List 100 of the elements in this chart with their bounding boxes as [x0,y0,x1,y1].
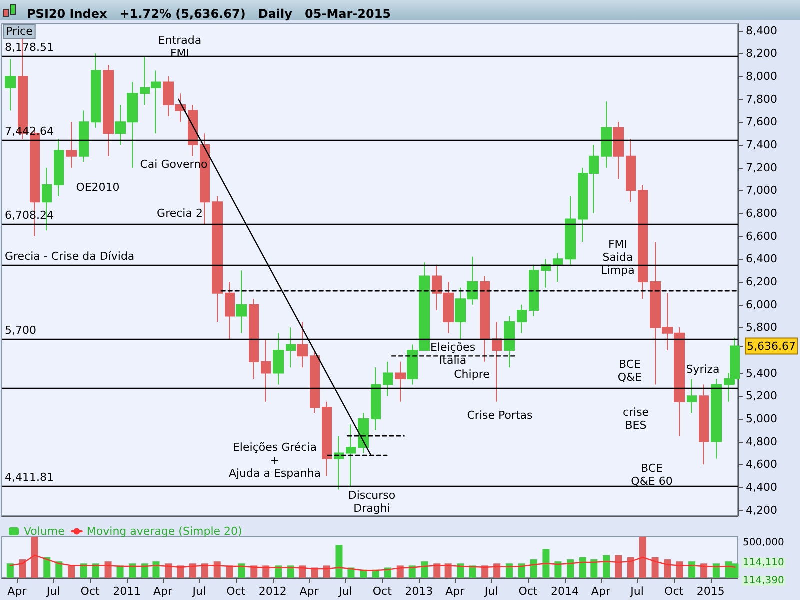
bar [567,560,574,578]
annotation: BCE Q&E [618,358,642,384]
candlestick [286,327,296,368]
x-tick-label: Oct [664,585,684,598]
bar [457,564,464,578]
y-tick-label: 5,636.67 [747,340,796,353]
bar [603,555,610,578]
candlestick [480,276,490,362]
bar [189,564,196,578]
y-tick-label: 8,000 [746,70,778,84]
y-tick-label: 6,600 [746,230,778,243]
bar [116,566,124,578]
bar [201,564,208,578]
candlestick [638,184,648,300]
annotation: Eleições Grécia + Ajuda a Espanha [228,441,322,480]
text: 114,110 [743,558,784,568]
bar [700,564,708,578]
candlestick [626,138,636,203]
candlestick [91,53,101,128]
candlestick [383,361,393,397]
x-tick-label: 2014 [550,585,579,598]
x-tick-label: Apr [154,585,174,598]
y-tick-label: 5,400 [746,366,778,380]
y-tick-label: 5,800 [746,321,778,334]
ref-line-label: Grecia - Crise da Dívida [5,250,135,263]
bar [615,555,622,578]
bar [336,545,343,578]
x-tick-label: 2011 [113,585,142,598]
bar [238,564,246,578]
y-tick-label: 7,000 [746,184,778,198]
candlestick [517,304,527,334]
x-tick-label: Oct [226,585,246,598]
legend-label: Volume [24,525,66,538]
x-tick-label: 2015 [696,585,725,598]
y-tick-label: 8,200 [746,47,778,60]
bar [554,562,562,578]
y-tick-label: 4,800 [746,435,778,448]
candlestick [297,321,308,368]
candlestick [613,122,624,180]
annotation: FMI Saida Limpa [601,238,635,277]
bar [323,566,330,578]
candlestick [249,298,259,380]
bar [579,558,586,578]
annotation: Chipre [454,368,490,381]
bar [250,566,258,578]
bar [298,566,306,578]
annotation: Discurso Draghi [348,489,396,515]
bar [590,560,598,578]
bar [712,564,720,578]
bar [56,562,63,578]
candlestick [322,401,332,477]
x-tick-label: Jul [338,585,352,598]
y-tick-label: 7,800 [746,92,778,106]
bar [469,566,476,578]
annotation: Crise Portas [467,409,534,422]
candlestick [346,424,356,488]
candlestick [601,101,612,168]
bar [104,562,112,578]
bar [652,558,659,578]
y-tick-label: 6,200 [746,275,778,288]
x-tick-label: 2013 [405,585,434,598]
annotation: OE2010 [76,181,120,194]
y-tick-label: 6,400 [746,252,778,266]
candlestick [529,264,539,317]
text: 500,000 [743,538,784,548]
candlestick [188,104,198,157]
candlestick [103,64,114,157]
candlestick [334,436,344,490]
annotation: BCE Q&E 60 [631,462,673,488]
bar [129,564,136,578]
bar [676,562,684,578]
ref-line-label: 5,700 [5,324,36,338]
bar [142,564,149,578]
bar [226,566,234,578]
candlestick [310,350,320,414]
bar [530,560,538,578]
candlestick [565,196,576,266]
candlestick [699,384,709,466]
candlestick [225,281,235,340]
annotation: Grecia 2 [157,207,203,220]
bar [664,560,672,578]
candlestick [212,196,223,322]
bar [494,564,501,578]
candlestick [395,361,406,402]
candlestick [236,270,247,334]
bar [214,562,221,578]
y-tick-label: 6,000 [746,298,778,312]
bar [518,564,526,578]
x-tick-label: Jul [630,585,644,598]
candlestick [5,58,16,112]
x-tick-label: 2012 [258,585,287,598]
y-tick-label: 4,600 [746,458,778,472]
y-tick-label: 7,600 [746,116,778,129]
y-tick-label: 7,200 [746,161,778,174]
candlestick [553,252,563,282]
bar [165,564,172,578]
candlestick [687,378,697,414]
ref-line-label: 4,411.81 [5,471,54,484]
annotation: Syriza [686,363,720,376]
candlestick [504,316,515,368]
